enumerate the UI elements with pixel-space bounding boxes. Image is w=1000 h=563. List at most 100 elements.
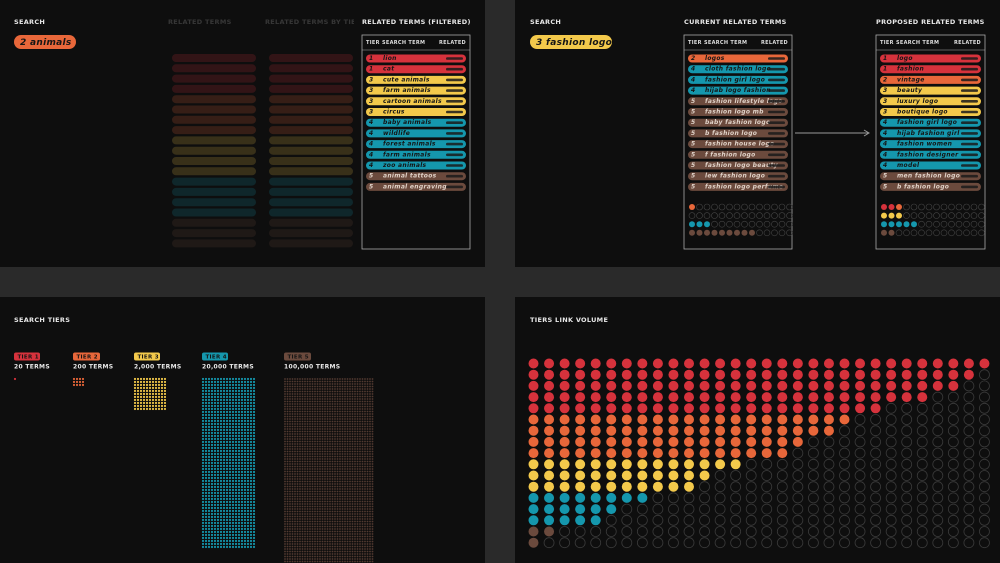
tier-dot — [231, 428, 235, 432]
tier-dot — [349, 435, 351, 438]
tier-dot — [311, 503, 314, 505]
tier-dot — [294, 450, 296, 453]
tier-dot — [364, 508, 366, 510]
tier-dot — [299, 415, 301, 418]
tier-dot — [361, 518, 364, 520]
empty-dot — [870, 447, 881, 459]
tier-dot — [306, 473, 309, 475]
tier-dot — [361, 540, 364, 543]
tier-dot — [234, 404, 238, 408]
volume-dot — [730, 403, 741, 414]
tier-dot — [339, 473, 341, 475]
volume-dot — [559, 515, 570, 526]
tier-dot — [289, 455, 291, 458]
tier-dot — [231, 395, 235, 399]
tier-dot — [231, 440, 235, 444]
tier-dot — [294, 388, 296, 390]
tier-dot — [299, 418, 301, 420]
tier-dot — [219, 521, 223, 525]
tier-dot — [344, 525, 346, 528]
tier-dot — [291, 475, 294, 478]
tier-dot — [289, 453, 291, 455]
tier-dot — [289, 460, 291, 463]
tier-dot — [344, 440, 346, 443]
tier-dot — [331, 383, 334, 385]
tier-dot — [309, 550, 311, 553]
empty-dot — [652, 503, 664, 515]
tier-dot — [201, 503, 205, 507]
tier-dot — [366, 468, 369, 470]
tier-number: 4 — [883, 162, 887, 169]
tier-dot — [349, 395, 351, 398]
tier-dot — [344, 498, 346, 500]
tier-dot — [324, 433, 326, 435]
tier-dot — [237, 506, 241, 510]
tier-dot — [354, 510, 356, 513]
tier-dot — [319, 480, 321, 483]
tier-dot — [204, 524, 208, 528]
tier-dot — [309, 393, 311, 395]
tier-dot — [237, 407, 241, 411]
tier-dot — [296, 413, 299, 415]
tier-dot — [299, 445, 301, 448]
faded-row — [172, 74, 256, 83]
tier-dot — [213, 512, 217, 516]
tier-dot — [364, 388, 366, 390]
tier-dot — [309, 525, 311, 528]
tier-dot — [234, 473, 238, 477]
tier-dot — [284, 378, 286, 380]
search-term: cloth fashion logo — [705, 66, 771, 73]
tier-dot — [306, 523, 309, 525]
tier-dot — [294, 498, 296, 500]
faded-row — [172, 126, 256, 135]
tier-dot — [361, 448, 364, 450]
tier-dot — [354, 420, 356, 423]
tier-dot — [344, 475, 346, 478]
tier-dot — [294, 415, 296, 418]
tier-dot — [309, 523, 311, 525]
tier-dot — [289, 393, 291, 395]
tier-dot — [346, 515, 349, 518]
tier-dot — [299, 463, 301, 465]
tier-dot — [304, 395, 306, 398]
tier-dot — [329, 455, 331, 458]
tier-dot — [243, 386, 247, 390]
tier-dot — [289, 423, 291, 425]
tier-dot — [321, 553, 324, 555]
tier-dot — [204, 494, 208, 498]
tier-pill — [284, 352, 311, 361]
tier-dot — [207, 515, 211, 519]
volume-dot — [668, 481, 679, 492]
tier-dot — [336, 555, 339, 558]
tier-dot — [336, 528, 339, 530]
tier-dot — [225, 530, 229, 534]
tier-dot — [289, 435, 291, 438]
tier-dot — [324, 520, 326, 523]
tier-dot — [296, 550, 299, 553]
panel-title: TIERS LINK VOLUME — [530, 316, 608, 324]
empty-dot — [933, 220, 940, 228]
tier-dot — [354, 385, 356, 388]
tier-dot — [749, 229, 755, 236]
empty-dot — [979, 458, 990, 470]
tier-dot — [210, 533, 214, 537]
empty-dot — [885, 514, 897, 526]
tier-dot — [359, 498, 361, 500]
search-term: fashion logo perfume — [705, 183, 783, 190]
empty-dot — [763, 212, 771, 219]
faded-row — [269, 229, 353, 238]
tier-dot — [240, 518, 244, 522]
tier-dot — [304, 390, 306, 393]
tier-dot — [286, 515, 289, 518]
volume-dot — [699, 459, 710, 470]
tier-dot — [216, 413, 220, 417]
tier-dot — [321, 560, 324, 563]
tier-dot — [366, 463, 369, 465]
tier-dot — [361, 473, 364, 475]
tier-dot — [349, 540, 351, 543]
empty-dot — [741, 203, 748, 211]
tier-dot — [291, 423, 294, 425]
tier-dot — [339, 483, 341, 485]
tier-dot — [228, 467, 232, 471]
tier-dot — [249, 452, 253, 456]
